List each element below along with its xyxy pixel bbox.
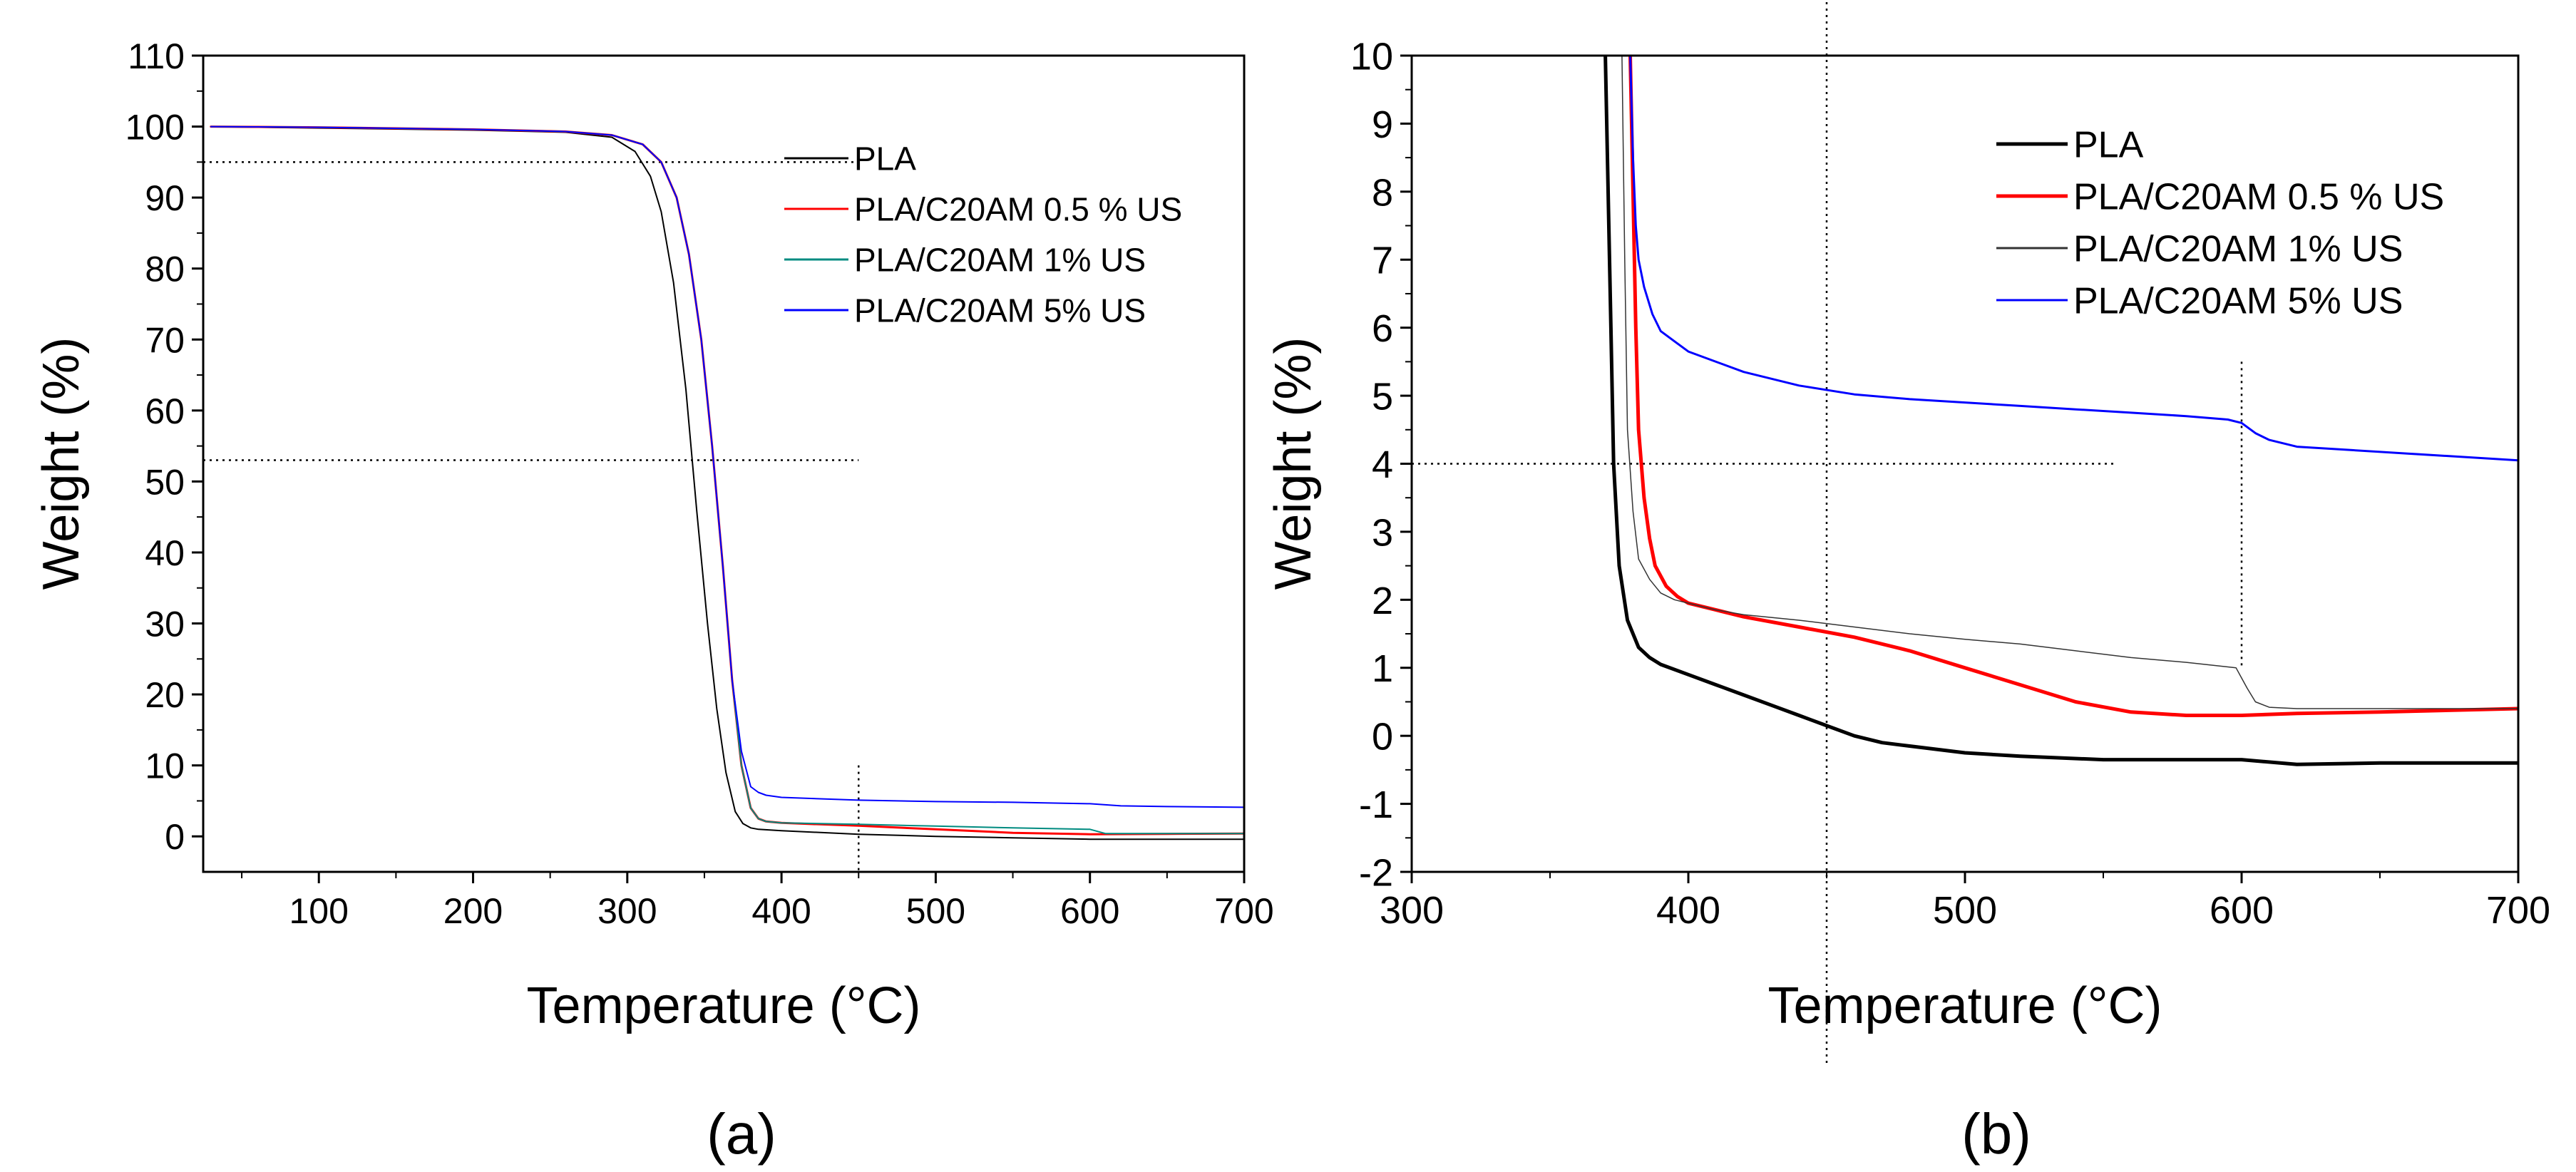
legend-label: PLA/C20AM 1% US bbox=[2073, 229, 2403, 270]
x-tick-label: 400 bbox=[1656, 889, 1720, 932]
y-tick-label: -1 bbox=[1359, 783, 1393, 826]
x-tick-label: 700 bbox=[2486, 889, 2550, 932]
series-line-1 bbox=[1603, 56, 2518, 766]
y-tick-label: 50 bbox=[145, 462, 185, 502]
y-tick-label: 100 bbox=[125, 108, 185, 148]
x-tick-label: 500 bbox=[1933, 889, 1997, 932]
y-tick-label: 110 bbox=[128, 36, 185, 76]
series-line-3 bbox=[1621, 56, 2518, 709]
legend-label: PLA/C20AM 1% US bbox=[854, 242, 1146, 279]
y-tick-label: 90 bbox=[145, 178, 185, 218]
legend-label: PLA bbox=[2073, 125, 2144, 166]
series-line-2 bbox=[1628, 56, 2518, 717]
y-axis-label-a: Weight (%) bbox=[33, 337, 90, 590]
x-axis-label-b: Temperature (°C) bbox=[1768, 977, 2162, 1034]
series-line-4 bbox=[1629, 56, 2518, 462]
panel-b-chart: 300 400 500 600 700 -2 -1 0 1 2 3 4 5 6 7 8 9 10 Temperat… bbox=[1265, 2, 2550, 1064]
y-tick-label: 0 bbox=[1372, 716, 1393, 759]
y-tick-label: 60 bbox=[145, 391, 185, 431]
series-line-4 bbox=[210, 125, 1244, 808]
legend-label: PLA/C20AM 0.5 % US bbox=[854, 191, 1182, 228]
legend-label: PLA/C20AM 0.5 % US bbox=[2073, 177, 2444, 218]
legend-label: PLA/C20AM 5% US bbox=[854, 292, 1146, 329]
x-tick-label: 300 bbox=[597, 891, 657, 931]
series-line-3 bbox=[210, 125, 1244, 835]
y-tick-label: -2 bbox=[1359, 851, 1393, 894]
legend-label: PLA/C20AM 5% US bbox=[2073, 281, 2403, 322]
legend-b: PLA PLA/C20AM 0.5 % US PLA/C20AM 1% US PLA/… bbox=[1996, 125, 2444, 322]
y-tick-label: 80 bbox=[145, 250, 185, 289]
y-tick-label: 0 bbox=[165, 817, 185, 857]
x-tick-label: 700 bbox=[1214, 891, 1273, 931]
y-tick-label: 7 bbox=[1372, 240, 1393, 282]
y-tick-label: 30 bbox=[145, 605, 185, 644]
y-tick-label: 10 bbox=[1350, 35, 1393, 78]
panel-label-b: (b) bbox=[1961, 1102, 2031, 1166]
y-tick-label: 6 bbox=[1372, 307, 1393, 350]
series-line-2 bbox=[210, 125, 1244, 836]
y-axis-label-b: Weight (%) bbox=[1265, 337, 1322, 590]
y-tick-label: 4 bbox=[1372, 443, 1393, 486]
y-tick-label: 9 bbox=[1372, 103, 1393, 146]
panel-label-a: (a) bbox=[707, 1102, 776, 1166]
y-tick-label: 3 bbox=[1372, 511, 1393, 554]
panel-a-chart: 100 200 300 400 500 600 700 0 10 20 30 40 50 60 70 80 90… bbox=[33, 36, 1274, 1034]
x-tick-label: 500 bbox=[906, 891, 965, 931]
x-tick-label: 300 bbox=[1380, 889, 1444, 932]
y-tick-label: 8 bbox=[1372, 171, 1393, 214]
y-tick-label: 40 bbox=[145, 533, 185, 573]
y-tick-label: 2 bbox=[1372, 580, 1393, 622]
y-tick-label: 10 bbox=[145, 746, 185, 786]
series-line-1 bbox=[210, 125, 1244, 841]
x-tick-label: 600 bbox=[2210, 889, 2274, 932]
y-tick-label: 1 bbox=[1372, 647, 1393, 690]
x-tick-label: 600 bbox=[1060, 891, 1119, 931]
y-tick-label: 5 bbox=[1372, 376, 1393, 418]
x-axis-label-a: Temperature (°C) bbox=[527, 977, 921, 1034]
legend-label: PLA bbox=[854, 140, 916, 178]
x-tick-label: 400 bbox=[751, 891, 811, 931]
legend-a: PLA PLA/C20AM 0.5 % US PLA/C20AM 1% US PLA/… bbox=[784, 140, 1182, 329]
plot-frame-a bbox=[202, 54, 1246, 873]
y-tick-label: 70 bbox=[145, 320, 185, 360]
x-tick-label: 100 bbox=[289, 891, 349, 931]
x-tick-label: 200 bbox=[443, 891, 503, 931]
y-tick-label: 20 bbox=[145, 675, 185, 715]
